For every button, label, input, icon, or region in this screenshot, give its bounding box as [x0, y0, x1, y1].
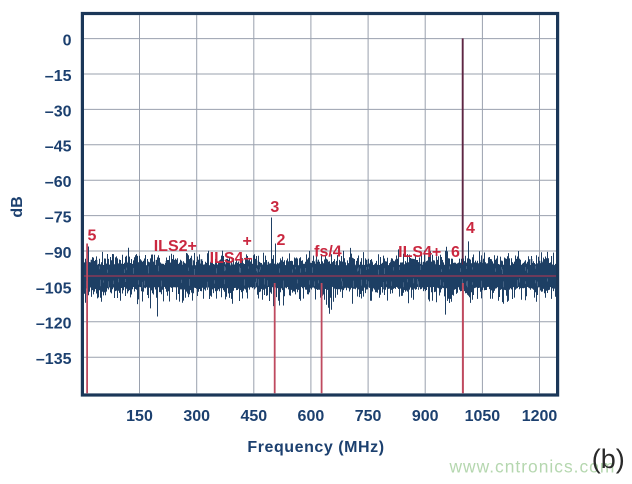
svg-text:2: 2 — [276, 232, 285, 249]
svg-text:Frequency (MHz): Frequency (MHz) — [247, 439, 384, 456]
svg-text:3: 3 — [270, 199, 279, 216]
svg-text:dB: dB — [9, 196, 26, 217]
svg-text:ILS4+: ILS4+ — [398, 244, 441, 261]
svg-text:–60: –60 — [45, 174, 72, 191]
svg-text:www.cntronics.com: www.cntronics.com — [449, 456, 616, 476]
svg-text:900: 900 — [412, 408, 439, 425]
svg-text:–45: –45 — [45, 139, 72, 156]
svg-text:750: 750 — [355, 408, 382, 425]
svg-text:6: 6 — [451, 244, 460, 261]
svg-text:1050: 1050 — [465, 408, 501, 425]
svg-text:4: 4 — [466, 220, 475, 237]
svg-text:–30: –30 — [45, 103, 72, 120]
svg-text:150: 150 — [126, 408, 153, 425]
svg-text:ILS4–: ILS4– — [210, 250, 253, 267]
svg-text:600: 600 — [298, 408, 325, 425]
svg-text:–135: –135 — [36, 351, 72, 368]
svg-text:(b): (b) — [592, 444, 625, 474]
svg-text:450: 450 — [240, 408, 267, 425]
svg-text:fs/4: fs/4 — [314, 243, 342, 260]
svg-text:1200: 1200 — [522, 408, 558, 425]
svg-text:+: + — [243, 233, 252, 250]
svg-text:0: 0 — [63, 33, 72, 50]
svg-text:5: 5 — [88, 227, 97, 244]
svg-text:300: 300 — [183, 408, 210, 425]
svg-text:–75: –75 — [45, 210, 72, 227]
svg-text:–120: –120 — [36, 316, 72, 333]
svg-text:–15: –15 — [45, 68, 72, 85]
svg-text:ILS2+: ILS2+ — [154, 238, 197, 255]
svg-text:–105: –105 — [36, 280, 72, 297]
svg-text:–90: –90 — [45, 245, 72, 262]
